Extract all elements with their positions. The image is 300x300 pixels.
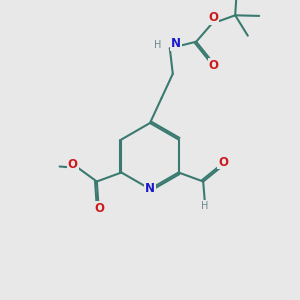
Text: O: O	[208, 11, 218, 24]
Text: O: O	[218, 155, 228, 169]
Text: H: H	[201, 200, 208, 211]
Text: O: O	[68, 158, 78, 172]
Text: H: H	[154, 40, 161, 50]
Text: N: N	[171, 37, 181, 50]
Text: N: N	[145, 182, 155, 196]
Text: O: O	[94, 202, 104, 215]
Text: O: O	[208, 59, 219, 72]
